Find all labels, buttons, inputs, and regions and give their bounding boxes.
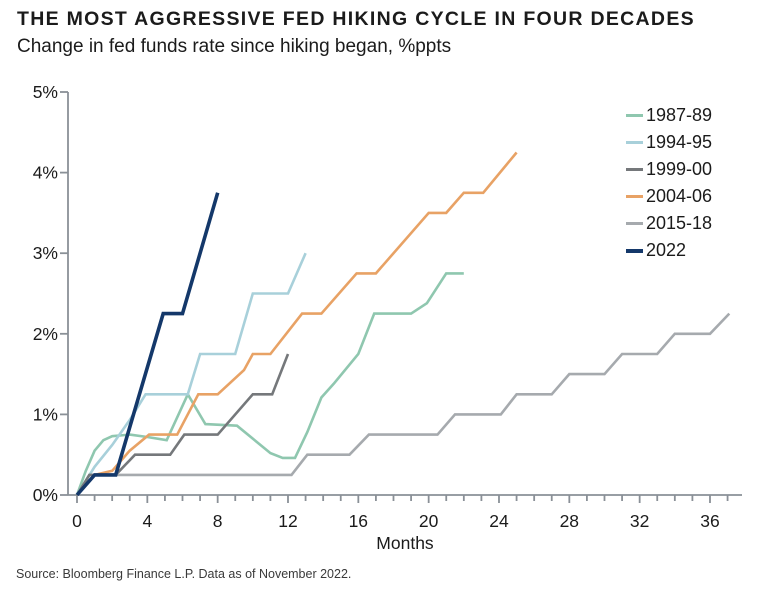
x-tick-label: 20 [419,511,439,531]
series-line-2015-18 [76,312,731,496]
legend-swatch-1994-95 [626,141,643,144]
series-line-2022 [75,192,220,497]
y-tick-label: 1% [33,404,58,424]
legend-item-1994-95: 1994-95 [626,129,712,156]
chart-title: THE MOST AGGRESSIVE FED HIKING CYCLE IN … [17,8,695,30]
series-line-1994-95 [75,252,307,496]
legend-item-1987-89: 1987-89 [626,102,712,129]
legend-label: 2015-18 [646,213,713,233]
y-tick-label: 3% [33,243,58,263]
y-tick-label: 5% [33,82,58,102]
x-tick-label: 36 [700,511,719,531]
legend-swatch-2015-18 [626,222,643,225]
legend-label: 1987-89 [646,105,713,125]
series-line-1987-89 [75,272,464,496]
legend-label: 1999-00 [646,159,713,179]
source-note: Source: Bloomberg Finance L.P. Data as o… [16,567,352,581]
chart-subtitle: Change in fed funds rate since hiking be… [17,36,452,57]
y-tick-label: 0% [33,485,58,505]
legend-label: 2022 [646,240,687,260]
legend-item-1999-00: 1999-00 [626,156,712,183]
series-line-2004-06 [76,151,518,496]
x-tick-label: 0 [72,511,82,531]
legend-swatch-1999-00 [626,168,643,171]
legend-swatch-1987-89 [626,114,643,117]
y-tick-label: 2% [33,324,58,344]
legend-item-2022: 2022 [626,237,712,264]
x-tick-label: 24 [489,511,509,531]
y-tick-label: 4% [33,163,58,183]
x-tick-label: 12 [278,511,297,531]
legend-label: 1994-95 [646,132,713,152]
x-tick-label: 8 [213,511,223,531]
x-tick-label: 32 [630,511,649,531]
legend-swatch-2004-06 [626,195,643,198]
x-axis-title: Months [376,533,434,553]
x-tick-label: 16 [349,511,368,531]
legend-item-2004-06: 2004-06 [626,183,712,210]
x-tick-label: 4 [142,511,152,531]
legend-label: 2004-06 [646,186,713,206]
x-tick-label: 28 [560,511,579,531]
legend-swatch-2022 [626,248,643,253]
legend-item-2015-18: 2015-18 [626,210,712,237]
legend: 1987-89 1994-95 1999-00 2004-06 2015-18 … [626,102,712,264]
